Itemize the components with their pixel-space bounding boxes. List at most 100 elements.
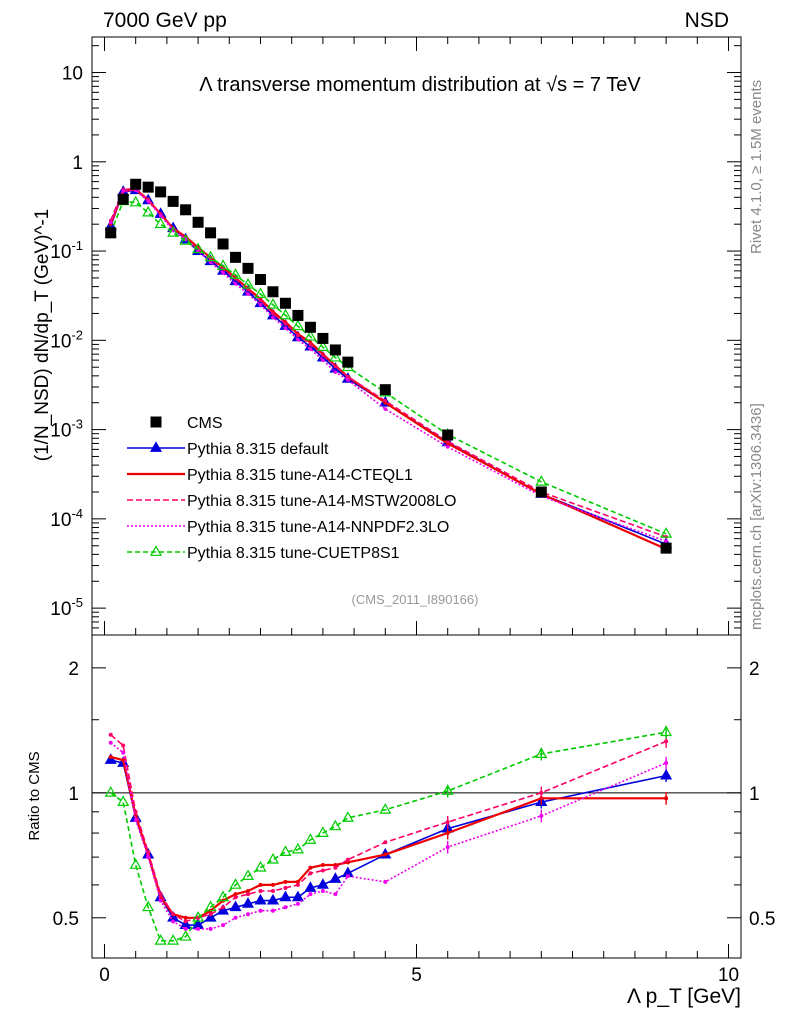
main-point-cms bbox=[167, 195, 179, 207]
ratio-series-line-cuetp8s1 bbox=[110, 731, 667, 942]
ratio-plot-panel: 2 2 1 1 0.5 0.5 Ratio to CMS bbox=[26, 634, 775, 959]
ratio-point-default bbox=[241, 897, 255, 908]
ratio-point-default bbox=[291, 890, 304, 902]
ratio-point-cuetp8s1 bbox=[329, 819, 342, 831]
legend-label-cms: CMS bbox=[187, 415, 223, 432]
ratio-point-a14_cteql1 bbox=[108, 754, 113, 759]
main-point-cuetp8s1 bbox=[279, 308, 292, 320]
main-point-cms bbox=[180, 204, 192, 216]
ratio-point-a14_nnpdf bbox=[295, 901, 300, 906]
ratio-point-cuetp8s1 bbox=[316, 826, 329, 837]
ratio-point-default bbox=[229, 900, 242, 912]
ratio-y-tick-label-right: 1 bbox=[749, 784, 760, 805]
ratio-point-cuetp8s1 bbox=[241, 869, 255, 881]
ratio-point-a14_nnpdf bbox=[320, 889, 325, 894]
main-point-cms bbox=[117, 193, 129, 205]
main-point-cuetp8s1 bbox=[254, 287, 267, 298]
main-point-cms bbox=[379, 384, 391, 396]
main-point-a14_mstw bbox=[296, 333, 300, 338]
ratio-point-a14_mstw bbox=[246, 892, 251, 897]
main-point-cuetp8s1 bbox=[129, 195, 142, 207]
ratio-series-group bbox=[104, 725, 673, 945]
main-point-cuetp8s1 bbox=[316, 340, 329, 351]
ratio-point-a14_mstw bbox=[158, 892, 163, 897]
ratio-point-a14_cteql1 bbox=[308, 865, 313, 870]
legend-label-cuetp8s1: Pythia 8.315 tune-CUETP8S1 bbox=[187, 545, 400, 562]
main-point-a14_nnpdf bbox=[158, 213, 163, 218]
main-point-cms bbox=[317, 332, 329, 344]
ratio-point-cuetp8s1 bbox=[192, 911, 205, 922]
main-y-tick-label: 10-3 bbox=[50, 417, 83, 442]
main-y-tick-label-exponent: -2 bbox=[71, 327, 83, 342]
main-series-line-a14_mstw bbox=[109, 187, 667, 538]
ratio-point-a14_nnpdf bbox=[345, 874, 350, 879]
main-y-tick-label: 10-5 bbox=[50, 595, 83, 620]
main-point-a14_nnpdf bbox=[664, 539, 668, 544]
ratio-point-a14_mstw bbox=[221, 905, 226, 910]
legend-item-cuetp8s1: Pythia 8.315 tune-CUETP8S1 bbox=[127, 545, 400, 562]
ratio-y-tick-label: 1 bbox=[68, 784, 79, 805]
main-point-cms bbox=[660, 542, 672, 554]
main-point-a14_mstw bbox=[283, 322, 288, 326]
main-point-cms bbox=[205, 227, 217, 239]
main-point-cms bbox=[155, 186, 167, 198]
main-point-a14_nnpdf bbox=[271, 315, 275, 320]
ratio-point-a14_cteql1 bbox=[233, 892, 238, 897]
main-point-a14_mstw bbox=[271, 311, 275, 316]
ratio-point-cuetp8s1 bbox=[104, 786, 117, 797]
ratio-point-a14_nnpdf bbox=[270, 908, 275, 913]
main-point-a14_nnpdf bbox=[258, 303, 263, 307]
main-point-cms bbox=[192, 216, 204, 228]
ratio-point-cuetp8s1 bbox=[291, 842, 304, 854]
ratio-point-cuetp8s1 bbox=[154, 934, 167, 945]
main-point-cuetp8s1 bbox=[217, 259, 230, 270]
main-y-tick-label-exponent: -5 bbox=[71, 595, 83, 610]
analysis-reference: (CMS_2011_I890166) bbox=[352, 592, 479, 607]
ratio-plot-frame bbox=[91, 634, 742, 959]
x-axis-label: Λ p_T [GeV] bbox=[627, 985, 741, 1008]
ratio-point-cuetp8s1 bbox=[304, 833, 317, 844]
legend: CMS Pythia 8.315 default Pythia 8.315 tune… bbox=[127, 415, 456, 562]
main-y-tick-label-exponent: -3 bbox=[71, 417, 83, 432]
ratio-point-a14_mstw bbox=[345, 857, 350, 862]
main-point-a14_nnpdf bbox=[121, 189, 126, 193]
main-point-cuetp8s1 bbox=[154, 217, 167, 229]
main-point-a14_mstw bbox=[383, 399, 388, 403]
ratio-point-default bbox=[204, 911, 217, 922]
main-y-axis-label: (1/N_NSD) dN/dp_T (GeV)^-1 bbox=[32, 209, 53, 461]
ratio-point-a14_mstw bbox=[183, 919, 188, 924]
ratio-point-cuetp8s1 bbox=[117, 795, 130, 806]
ratio-point-a14_cteql1 bbox=[246, 889, 251, 894]
ratio-point-a14_cteql1 bbox=[295, 879, 300, 884]
ratio-point-a14_mstw bbox=[208, 912, 213, 917]
main-point-cuetp8s1 bbox=[535, 475, 548, 486]
ratio-point-a14_nnpdf bbox=[146, 855, 151, 860]
main-point-a14_nnpdf bbox=[283, 326, 288, 330]
main-point-cms bbox=[217, 238, 229, 250]
ratio-point-a14_cteql1 bbox=[320, 863, 325, 868]
main-y-tick-label-exponent: -4 bbox=[71, 506, 83, 521]
main-point-a14_nnpdf bbox=[346, 378, 350, 382]
ratio-point-cuetp8s1 bbox=[217, 890, 230, 902]
ratio-point-a14_mstw bbox=[333, 865, 338, 870]
main-y-tick-label: 1 bbox=[72, 153, 83, 174]
ratio-point-cuetp8s1 bbox=[142, 900, 155, 912]
header-process-label: NSD bbox=[685, 9, 729, 32]
ratio-y-tick-label: 0.5 bbox=[53, 909, 79, 930]
ratio-point-a14_nnpdf bbox=[308, 892, 313, 897]
main-point-cuetp8s1 bbox=[142, 205, 155, 217]
main-point-cuetp8s1 bbox=[204, 250, 217, 262]
ratio-y-tick-label-right: 0.5 bbox=[749, 909, 775, 930]
ratio-point-a14_nnpdf bbox=[108, 740, 113, 745]
ratio-point-a14_mstw bbox=[283, 885, 288, 890]
main-point-cms bbox=[242, 262, 254, 274]
ratio-point-a14_mstw bbox=[308, 871, 313, 876]
main-point-cms bbox=[130, 178, 142, 190]
ratio-y-tick-label-right: 2 bbox=[749, 659, 760, 680]
ratio-point-a14_mstw bbox=[270, 889, 275, 894]
ratio-point-default bbox=[304, 881, 317, 892]
main-axis-ticks: 10 1 10-1 10-2 10-3 10-4 10-5 bbox=[50, 45, 741, 629]
ratio-point-a14_mstw bbox=[108, 732, 113, 737]
main-point-cms bbox=[342, 356, 354, 368]
ratio-point-a14_mstw bbox=[171, 912, 176, 917]
